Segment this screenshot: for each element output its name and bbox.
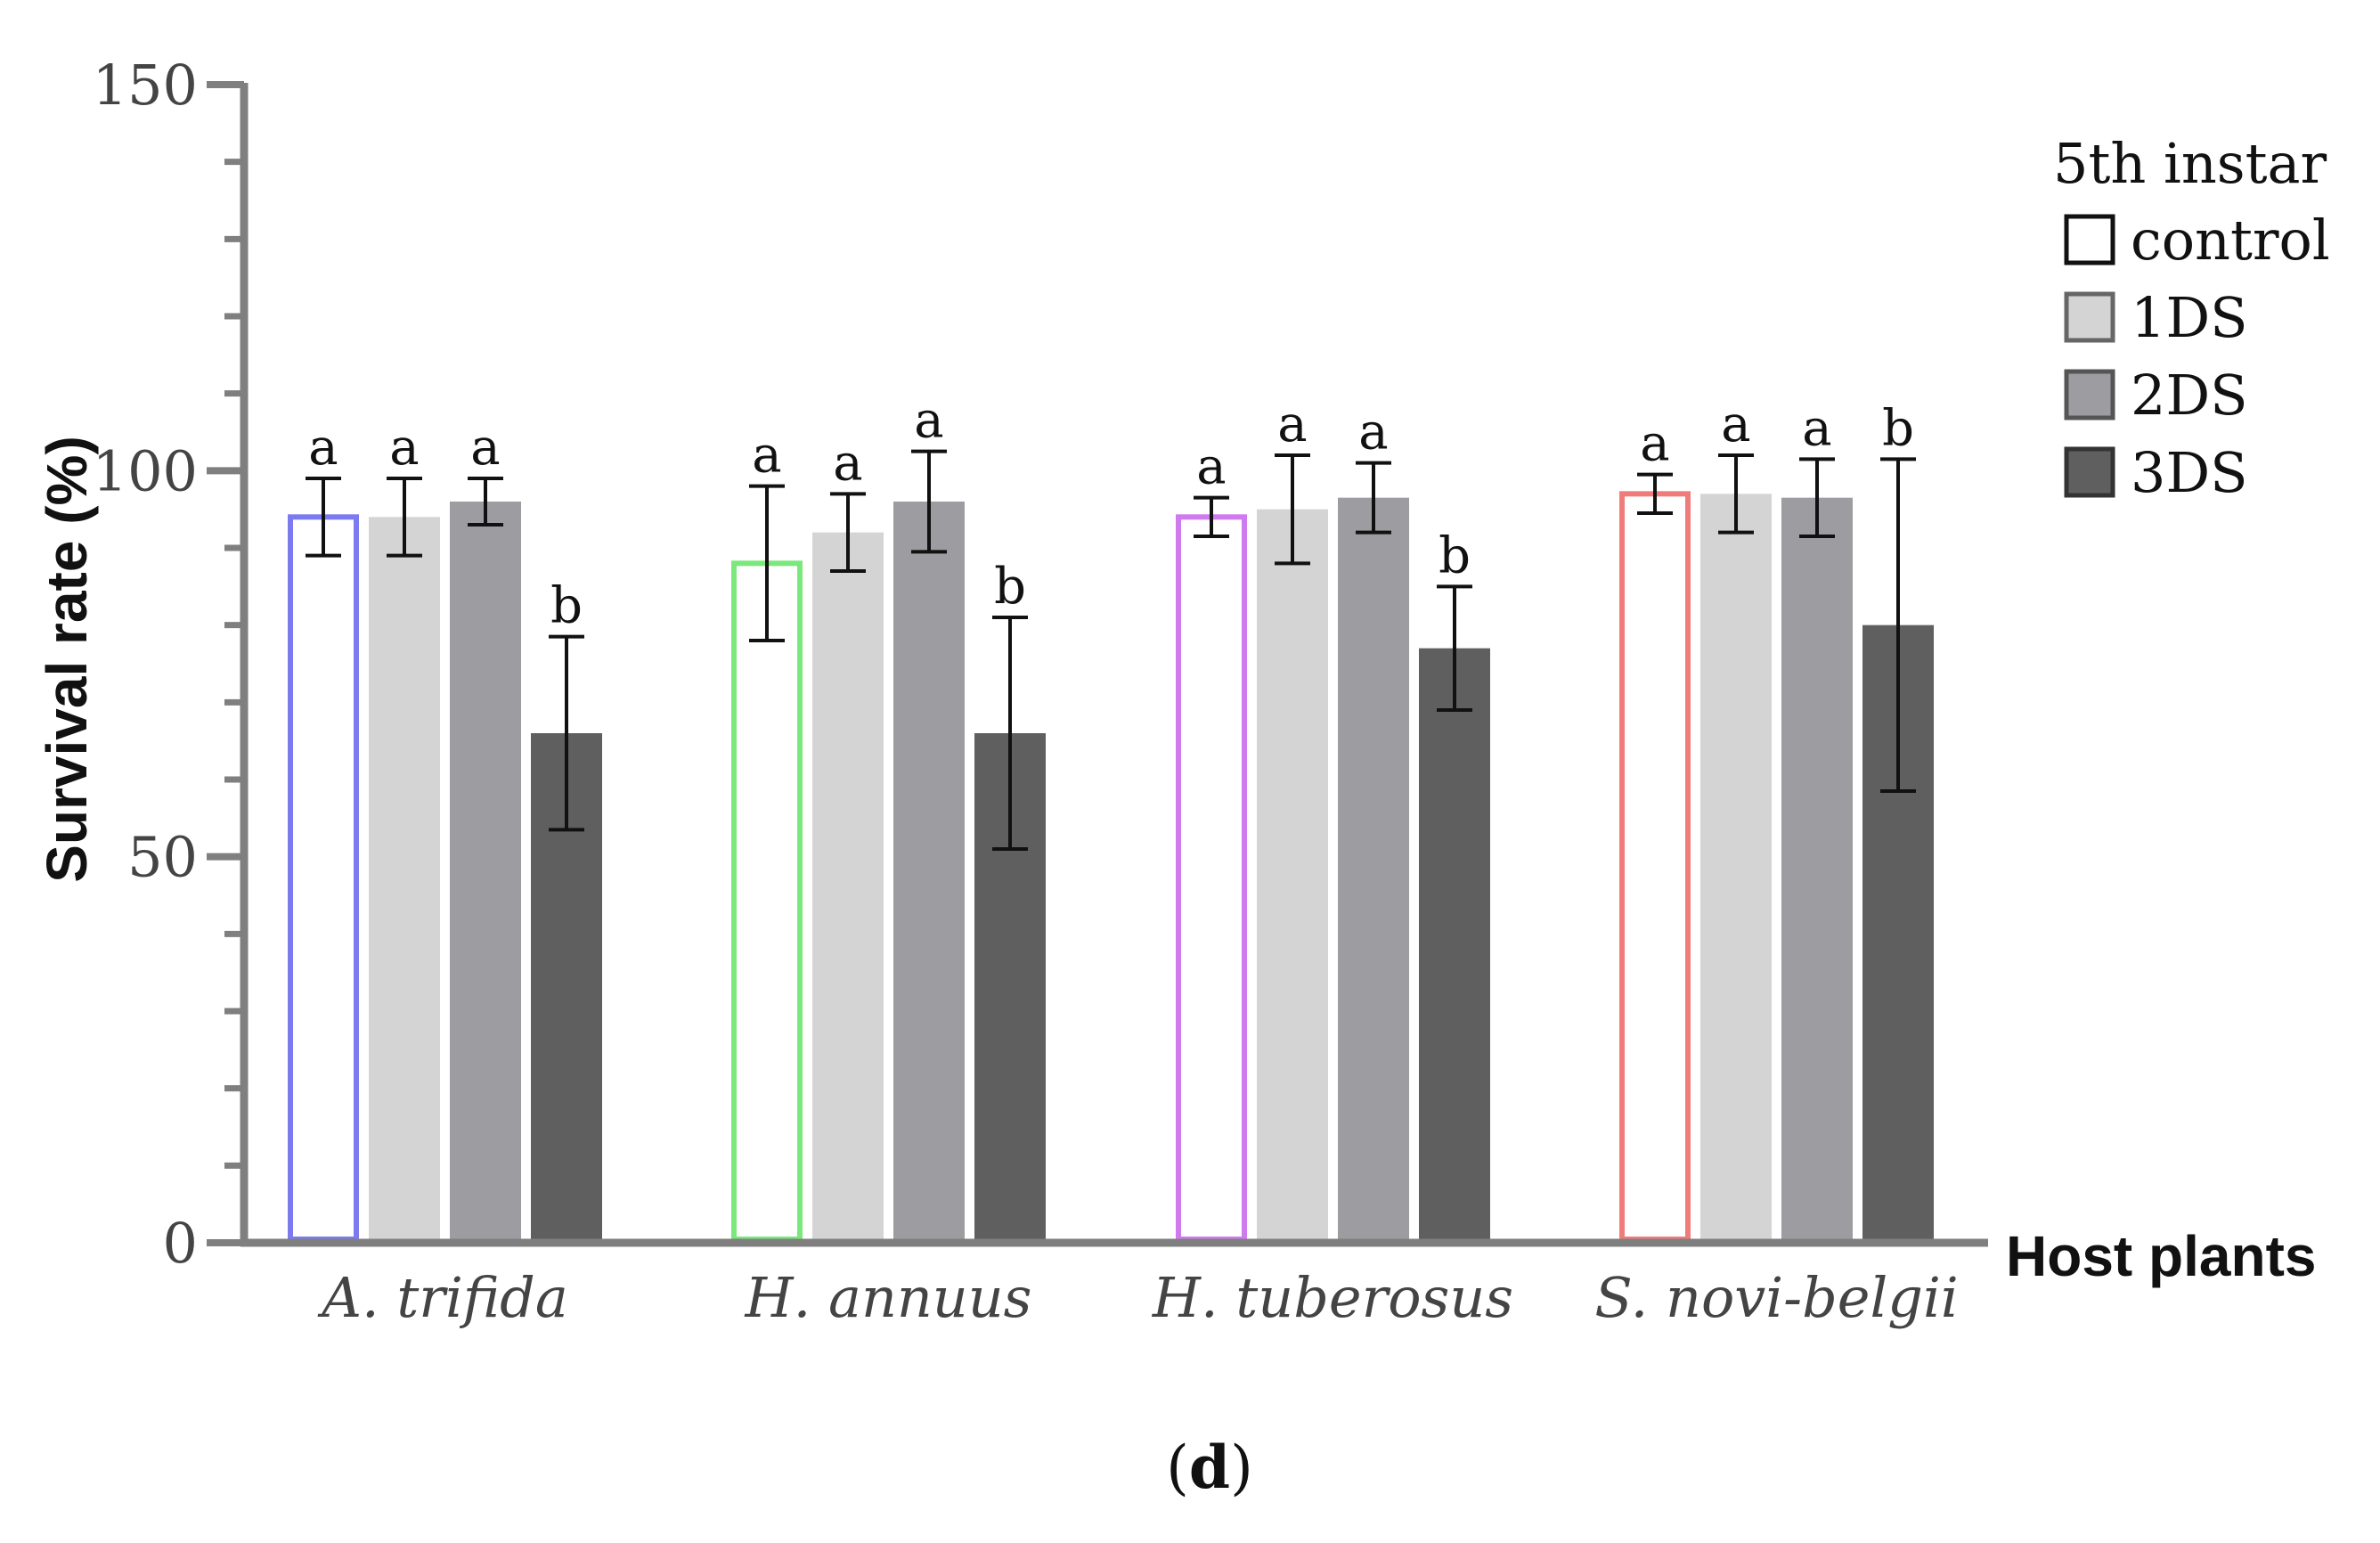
bar-control-1	[288, 514, 359, 1242]
significance-letter: a	[1802, 399, 1831, 457]
significance-letter: a	[1640, 415, 1669, 473]
legend-label-control: control	[2131, 208, 2330, 273]
bar-3ds-3	[1419, 648, 1490, 1239]
x-category-label: S. novi-belgii	[1594, 1265, 1958, 1330]
significance-letter: a	[1721, 396, 1750, 453]
legend-title: 5th instar	[2053, 131, 2327, 196]
bar-control-4	[1619, 491, 1691, 1242]
legend-label-1ds: 1DS	[2131, 285, 2248, 350]
significance-letter: a	[1196, 438, 1226, 496]
error-bars	[306, 449, 1916, 851]
significance-letter: a	[308, 419, 338, 477]
y-axis-label: Survival rate (%)	[35, 436, 99, 883]
bars	[288, 491, 1934, 1242]
legend-label-2ds: 2DS	[2131, 363, 2248, 428]
caption-letter: d	[1189, 1433, 1230, 1502]
legend-swatch-2ds	[2064, 369, 2115, 420]
x-category-labels: A. trifida H. annuus H. tuberosus S. novi-b…	[317, 1265, 1958, 1330]
significance-letter: a	[389, 419, 419, 477]
x-category-label: H. tuberosus	[1152, 1265, 1513, 1330]
bar-control-3	[1176, 514, 1247, 1242]
caption-open-paren: (	[1166, 1433, 1189, 1502]
significance-letter: a	[1358, 404, 1388, 461]
axis-ticks	[207, 81, 244, 1246]
significance-letter: a	[1277, 396, 1307, 453]
bar-2ds-3	[1338, 497, 1409, 1239]
bar-1ds-2	[812, 532, 884, 1239]
bar-2ds-1	[450, 502, 521, 1239]
legend-swatch-3ds	[2064, 446, 2115, 498]
x-axis-label: Host plants	[2006, 1224, 2316, 1288]
significance-letter: a	[752, 427, 781, 485]
caption-close-paren: )	[1230, 1433, 1253, 1502]
y-tick-labels: 0 50 100 150	[93, 53, 198, 1276]
y-tick-label: 100	[93, 438, 198, 503]
legend-label-3ds: 3DS	[2131, 440, 2248, 505]
significance-letter: a	[833, 434, 862, 492]
significance-letter: b	[994, 558, 1026, 616]
significance-letter: b	[1439, 527, 1471, 584]
bar-1ds-3	[1257, 509, 1328, 1239]
bar-2ds-2	[893, 502, 965, 1239]
significance-letter: a	[470, 419, 500, 477]
x-category-label: H. annuus	[745, 1265, 1032, 1330]
bar-1ds-1	[369, 517, 440, 1239]
legend: 5th instar control 1DS 2DS 3DS	[2053, 131, 2330, 505]
x-category-label: A. trifida	[317, 1265, 568, 1330]
y-tick-label: 150	[93, 53, 198, 118]
bar-2ds-4	[1781, 497, 1853, 1239]
legend-swatch-control	[2064, 214, 2115, 265]
bar-control-2	[731, 560, 803, 1242]
significance-letter: a	[914, 392, 943, 450]
significance-letter: b	[550, 577, 583, 635]
legend-swatch-1ds	[2064, 291, 2115, 343]
significance-letter: b	[1882, 399, 1914, 457]
y-tick-label: 0	[163, 1211, 198, 1276]
panel-caption: (d)	[1166, 1433, 1253, 1502]
bar-1ds-4	[1700, 494, 1772, 1239]
y-tick-label: 50	[127, 825, 198, 890]
